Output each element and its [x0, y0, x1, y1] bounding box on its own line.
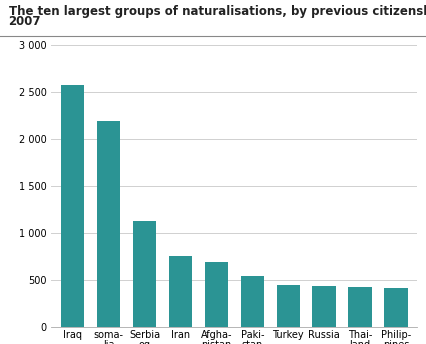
Bar — [133, 221, 156, 327]
Bar — [312, 286, 336, 327]
Bar — [276, 286, 300, 327]
Bar — [61, 85, 84, 327]
Bar — [204, 262, 228, 327]
Bar — [97, 121, 120, 327]
Text: 2007: 2007 — [9, 15, 41, 29]
Text: The ten largest groups of naturalisations, by previous citizenship.: The ten largest groups of naturalisation… — [9, 5, 426, 18]
Bar — [169, 256, 192, 327]
Bar — [241, 276, 264, 327]
Bar — [384, 288, 408, 327]
Bar — [348, 287, 371, 327]
